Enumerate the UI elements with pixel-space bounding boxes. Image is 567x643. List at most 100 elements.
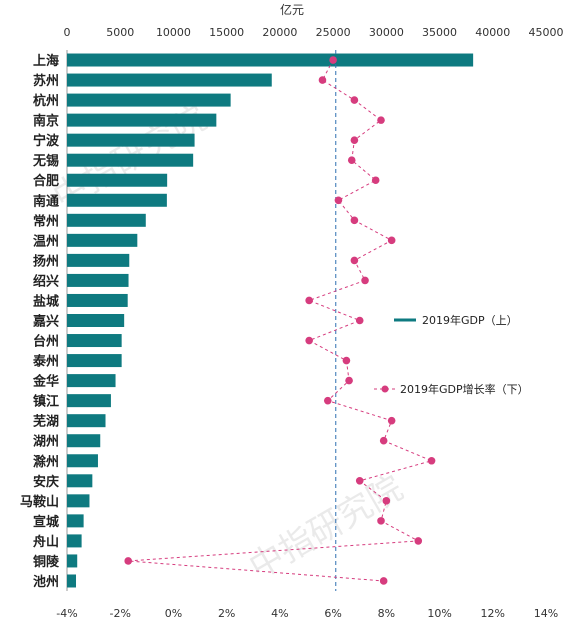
category-label: 马鞍山 <box>20 494 59 510</box>
top-axis-tick-label: 15000 <box>209 26 244 39</box>
category-label: 铜陵 <box>32 554 60 570</box>
gdp-bar <box>67 334 122 348</box>
gdp-bar <box>67 73 272 87</box>
category-label: 湖州 <box>33 435 59 450</box>
gdp-bar <box>67 454 98 468</box>
category-label: 盐城 <box>33 293 59 309</box>
gdp-bar <box>67 474 93 488</box>
category-label: 滁州 <box>33 454 59 470</box>
category-label: 宣城 <box>33 514 59 530</box>
growth-point <box>382 497 391 505</box>
growth-point <box>414 537 423 545</box>
bottom-axis-tick-label: 14% <box>534 607 558 620</box>
bottom-axis: -4% -2% 0% 2% 4% 6% 8% 10% 12% 14% <box>56 607 558 620</box>
growth-point <box>427 456 436 465</box>
growth-point <box>355 316 364 325</box>
gdp-bar <box>67 253 130 267</box>
top-axis-tick-label: 10000 <box>156 26 191 39</box>
gdp-bar <box>67 233 138 247</box>
category-label: 南通 <box>33 193 59 209</box>
category-label: 泰州 <box>32 354 59 370</box>
gdp-bar <box>67 354 122 368</box>
bars <box>67 53 474 588</box>
category-label: 舟山 <box>33 534 59 550</box>
bottom-axis-tick-label: 8% <box>378 607 395 620</box>
category-label: 常州 <box>33 213 59 229</box>
bottom-axis-tick-label: 4% <box>271 607 288 620</box>
growth-points <box>124 56 436 585</box>
legend-line-marker <box>381 385 389 393</box>
gdp-bar <box>67 554 78 568</box>
growth-point <box>387 236 396 245</box>
gdp-bar <box>67 93 231 107</box>
bottom-axis-tick-label: -4% <box>56 607 77 620</box>
gdp-bar <box>67 534 82 548</box>
top-axis-tick-label: 40000 <box>475 26 510 39</box>
growth-rate-line <box>128 59 434 582</box>
gdp-bar <box>67 414 106 428</box>
gdp-bar <box>67 213 146 227</box>
top-axis-tick-label: 35000 <box>422 26 457 39</box>
category-label: 温州 <box>33 234 59 249</box>
top-axis-tick-label: 20000 <box>262 26 297 39</box>
growth-point <box>342 356 351 365</box>
gdp-bar <box>67 53 474 67</box>
growth-point <box>305 296 313 305</box>
category-label: 上海 <box>33 53 59 69</box>
growth-point <box>124 557 133 565</box>
gdp-bar <box>67 153 194 167</box>
category-label: 安庆 <box>33 474 59 490</box>
growth-point <box>305 336 313 345</box>
growth-point <box>323 396 332 405</box>
growth-point <box>377 517 385 525</box>
bottom-axis-tick-label: 6% <box>324 607 341 620</box>
bottom-axis-tick-label: 10% <box>427 607 451 620</box>
category-label: 镇江 <box>33 394 59 410</box>
category-label: 芜湖 <box>33 414 59 430</box>
category-label: 台州 <box>33 334 59 350</box>
category-label: 嘉兴 <box>32 314 59 330</box>
gdp-bar <box>67 273 129 287</box>
gdp-bar <box>67 374 116 388</box>
top-axis-tick-label: 0 <box>64 26 71 39</box>
category-labels: 上海苏州杭州南京宁波无锡合肥南通常州温州扬州绍兴盐城嘉兴台州泰州金华镇江芜湖湖州… <box>20 53 60 590</box>
category-label: 宁波 <box>33 133 60 149</box>
growth-point <box>361 276 369 285</box>
growth-point <box>379 577 388 585</box>
growth-point <box>334 196 343 205</box>
gdp-bar <box>67 434 101 448</box>
gdp-bar <box>67 494 90 508</box>
category-label: 苏州 <box>33 73 59 89</box>
category-label: 金华 <box>32 374 59 390</box>
watermark-text: 中指研究院 <box>243 468 410 588</box>
gdp-bar <box>67 314 125 327</box>
gdp-bar <box>67 574 77 588</box>
top-axis-tick-label: 5000 <box>106 26 134 39</box>
growth-point <box>350 256 359 265</box>
legend-line-label: 2019年GDP增长率（下） <box>400 382 529 396</box>
growth-point <box>377 116 385 124</box>
growth-point <box>379 436 388 445</box>
top-axis-tick-label: 45000 <box>529 26 564 39</box>
gdp-bar <box>67 133 195 147</box>
legend: 2019年GDP（上） 2019年GDP增长率（下） <box>374 313 529 396</box>
category-label: 合肥 <box>33 173 59 189</box>
growth-point <box>350 136 359 144</box>
top-axis-tick-label: 30000 <box>369 26 404 39</box>
category-label: 池州 <box>33 574 59 590</box>
bottom-axis-tick-label: 12% <box>481 607 505 620</box>
growth-point <box>387 416 396 425</box>
gdp-bar <box>67 173 168 187</box>
gdp-bar <box>67 193 167 207</box>
top-axis: 0 5000 10000 15000 20000 25000 30000 35000 40000… <box>64 26 564 39</box>
category-label: 南京 <box>33 113 59 129</box>
growth-point <box>318 76 327 84</box>
legend-bar-label: 2019年GDP（上） <box>422 313 518 327</box>
top-axis-unit: 亿元 <box>280 2 304 17</box>
growth-point <box>355 476 364 485</box>
bottom-axis-tick-label: -2% <box>110 607 131 620</box>
category-label: 杭州 <box>33 93 59 109</box>
growth-point <box>371 176 380 185</box>
category-label: 无锡 <box>32 153 59 169</box>
